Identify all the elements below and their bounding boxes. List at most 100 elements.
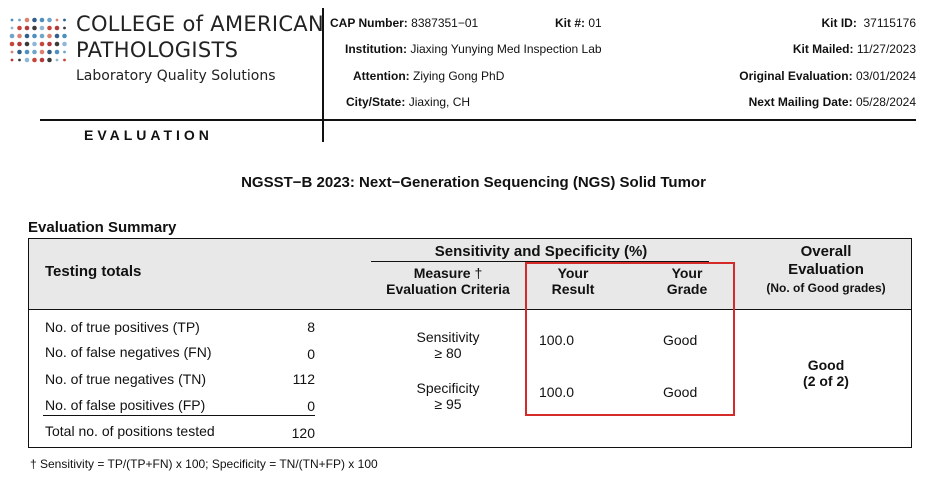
cap-logo: COLLEGE of AMERICAN PATHOLOGISTS Laborat… [8, 12, 324, 102]
attention-label: Attention: [353, 69, 410, 83]
logo-dot [39, 41, 45, 47]
total-value-fp: 0 [307, 398, 315, 414]
overall-evaluation-result: Good (2 of 2) [741, 357, 911, 389]
dagger-mark: † [474, 265, 483, 281]
kit-mailed-value: 11/27/2023 [856, 42, 916, 56]
logo-dot [54, 25, 60, 31]
measure-sensitivity-name: Sensitivity [416, 329, 480, 345]
kit-id-label: Kit ID: [821, 16, 857, 30]
logo-dot [10, 58, 14, 62]
document-title: NGSST−B 2023: Next−Generation Sequencing… [241, 174, 706, 191]
attention-field: Attention: Ziying Gong PhD [353, 69, 504, 83]
logo-dot [24, 17, 30, 23]
evaluation-summary-table: Testing totals Sensitivity and Specifici… [28, 238, 912, 448]
logo-dot [24, 33, 30, 39]
logo-dot [62, 41, 67, 47]
testing-totals-header: Testing totals [45, 263, 142, 280]
city-state-label: City/State: [346, 95, 406, 109]
logo-dot [55, 18, 59, 22]
original-evaluation-value: 03/01/2024 [855, 69, 916, 83]
logo-dot [63, 18, 66, 22]
overall-count: (2 of 2) [803, 373, 849, 389]
logo-dot [24, 57, 30, 63]
logo-dot [9, 41, 15, 47]
overall-header-line1: Overall [800, 243, 852, 260]
kit-number-label: Kit #: [555, 16, 585, 30]
institution-value: Jiaxing Yunying Med Inspection Lab [410, 42, 602, 56]
total-label-fp: No. of false positives (FP) [45, 397, 206, 413]
your-grade-header-line1: Your [671, 265, 703, 281]
measure-header-line2: Evaluation Criteria [386, 281, 510, 297]
logo-dot [18, 18, 21, 22]
logo-dot [47, 17, 52, 23]
logo-dot [17, 41, 22, 47]
kit-id-field: Kit ID: 37115176 [822, 16, 917, 30]
logo-dot [10, 18, 14, 22]
next-mailing-label: Next Mailing Date: [748, 95, 853, 109]
logo-line-2: PATHOLOGISTS [76, 38, 239, 62]
logo-dot [63, 50, 66, 54]
original-evaluation-label: Original Evaluation: [739, 69, 853, 83]
result-highlight-box [525, 262, 735, 416]
header-vertical-divider [322, 8, 324, 142]
logo-dot [17, 33, 22, 39]
logo-dot [17, 25, 22, 31]
logo-dot [32, 33, 37, 39]
logo-dot [54, 49, 60, 55]
sens-spec-group-header: Sensitivity and Specificity (%) [434, 243, 648, 260]
logo-dot [39, 25, 45, 31]
measure-specificity-name: Specificity [416, 380, 480, 396]
header-horizontal-divider [40, 119, 916, 121]
original-evaluation-field: Original Evaluation: 03/01/2024 [739, 69, 916, 83]
section-label: EVALUATION [84, 127, 213, 143]
logo-dot [32, 41, 37, 47]
cap-number-label: CAP Number: [330, 16, 408, 30]
logo-dot [10, 26, 14, 30]
your-result-header-line1: Your [557, 265, 589, 281]
total-label-all: Total no. of positions tested [45, 423, 215, 439]
overall-header-line3: (No. of Good grades) [766, 281, 886, 295]
cap-number-value: 8387351−01 [411, 16, 479, 30]
your-grade-header-line2: Grade [666, 281, 708, 297]
sensitivity-grade: Good [663, 332, 698, 348]
measure-header-line1: Measure [413, 265, 471, 281]
total-label-tn: No. of true negatives (TN) [45, 371, 207, 387]
logo-dot [17, 49, 22, 55]
kit-number-value: 01 [588, 16, 602, 30]
logo-dot [47, 33, 52, 39]
logo-dot [47, 41, 52, 47]
logo-dot [54, 41, 60, 47]
group-header-underline [371, 261, 709, 262]
logo-dot [63, 58, 66, 62]
next-mailing-value: 05/28/2024 [855, 95, 916, 109]
institution-field: Institution: Jiaxing Yunying Med Inspect… [345, 42, 602, 56]
logo-dot [24, 49, 30, 55]
institution-label: Institution: [345, 42, 407, 56]
total-value-fn: 0 [307, 346, 315, 362]
footnote: † Sensitivity = TP/(TP+FN) x 100; Specif… [30, 457, 378, 471]
specificity-grade: Good [663, 384, 698, 400]
logo-dot [63, 26, 66, 30]
logo-dot [47, 57, 52, 63]
measure-specificity: Specificity ≥ 95 [371, 380, 525, 412]
cap-number-field: CAP Number: 8387351−01 [330, 16, 478, 30]
logo-line-3: Laboratory Quality Solutions [76, 68, 276, 84]
logo-line-1: COLLEGE of AMERICAN [76, 12, 324, 36]
logo-dot [62, 33, 67, 39]
measure-header: Measure † Evaluation Criteria [371, 265, 525, 297]
overall-grade: Good [807, 357, 845, 373]
kit-mailed-field: Kit Mailed: 11/27/2023 [793, 42, 916, 56]
logo-dot [39, 33, 45, 39]
logo-dot [24, 41, 30, 47]
total-label-tp: No. of true positives (TP) [45, 319, 200, 335]
your-result-header-line2: Result [551, 281, 595, 297]
attention-value: Ziying Gong PhD [413, 69, 505, 83]
logo-dot [18, 58, 21, 62]
logo-dot [32, 49, 37, 55]
cap-logo-dots-icon [9, 17, 67, 63]
logo-dot [24, 25, 30, 31]
logo-dot [39, 49, 45, 55]
logo-dot [47, 49, 52, 55]
logo-dot [39, 17, 45, 23]
your-result-header: Your Result [525, 265, 621, 297]
